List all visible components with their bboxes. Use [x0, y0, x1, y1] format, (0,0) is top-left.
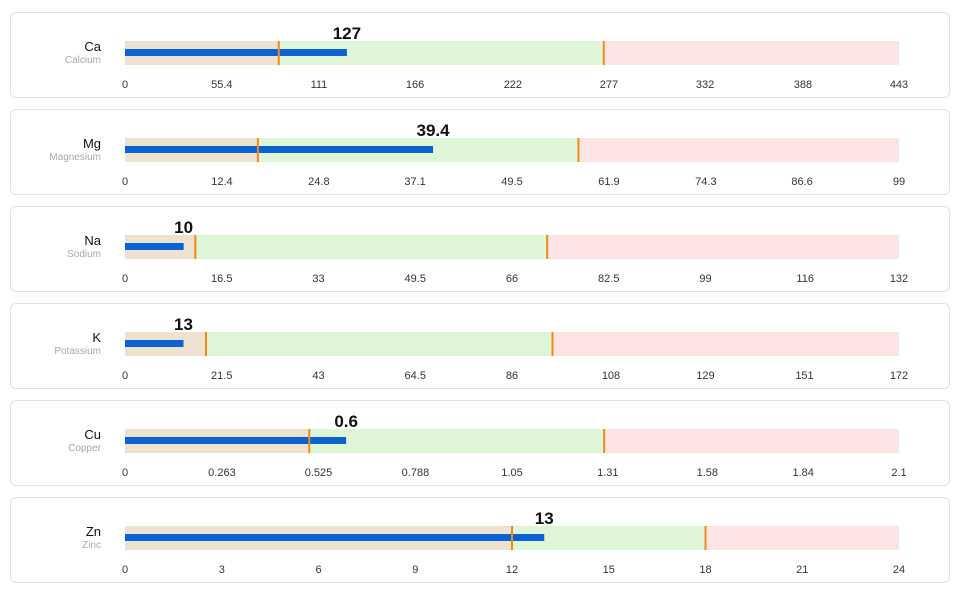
high-range-band [604, 429, 899, 453]
value-bar [125, 534, 545, 541]
element-name: Potassium [54, 346, 101, 357]
bullet-chart-potassium: 13 0 21.5 43 64.5 86 108 129 151 172 [122, 315, 908, 382]
x-tick-label: 116 [796, 273, 814, 285]
x-tick-label: 64.5 [405, 370, 426, 382]
x-tick-label: 12.4 [211, 176, 232, 188]
element-name: Magnesium [49, 152, 101, 163]
bullet-panel-zinc: Zn Zinc 13 0 3 6 9 12 15 18 21 24 [10, 497, 950, 583]
bullet-chart-copper: 0.6 0 0.263 0.525 0.788 1.05 1.31 1.58 1.84 2.1 [122, 412, 907, 479]
value-label: 39.4 [416, 121, 450, 140]
x-tick-label: 61.9 [598, 176, 619, 188]
value-bar [125, 49, 347, 56]
x-tick-label: 15 [603, 564, 615, 576]
element-name: Calcium [64, 55, 101, 66]
value-label: 127 [333, 24, 361, 43]
x-tick-label: 0.263 [208, 467, 236, 479]
value-label: 0.6 [334, 412, 358, 431]
x-tick-label: 129 [696, 370, 714, 382]
element-symbol: K [92, 330, 101, 345]
x-tick-label: 132 [890, 273, 908, 285]
x-tick-label: 332 [696, 79, 714, 91]
bullet-panel-calcium: Ca Calcium 127 0 55.4 111 166 222 277 332 388 443 [10, 12, 950, 98]
x-tick-label: 16.5 [211, 273, 232, 285]
x-tick-label: 0 [122, 79, 128, 91]
x-tick-label: 74.3 [695, 176, 716, 188]
x-tick-label: 111 [311, 79, 328, 91]
value-label: 13 [174, 315, 193, 334]
element-name: Zinc [82, 540, 101, 551]
x-tick-label: 151 [795, 370, 813, 382]
x-tick-label: 0.525 [305, 467, 333, 479]
x-tick-label: 166 [406, 79, 424, 91]
optimal-range-band [195, 235, 548, 259]
high-range-band [578, 138, 899, 162]
element-symbol: Mg [82, 136, 101, 151]
bullet-chart-zinc: 13 0 3 6 9 12 15 18 21 24 [122, 509, 905, 576]
value-bar [125, 340, 184, 347]
high-range-band [547, 235, 899, 259]
x-tick-label: 66 [506, 273, 518, 285]
x-tick-label: 86.6 [791, 176, 812, 188]
x-tick-label: 99 [699, 273, 711, 285]
bullet-panel-sodium: Na Sodium 10 0 16.5 33 49.5 66 82.5 99 116 132 [10, 206, 950, 292]
x-tick-label: 277 [600, 79, 618, 91]
x-tick-label: 2.1 [891, 467, 906, 479]
x-tick-label: 0.788 [402, 467, 430, 479]
x-tick-label: 0 [122, 467, 128, 479]
x-tick-label: 0 [122, 273, 128, 285]
x-tick-label: 0 [122, 564, 128, 576]
x-tick-label: 9 [412, 564, 418, 576]
x-tick-label: 172 [890, 370, 908, 382]
element-symbol: Zn [85, 524, 101, 539]
x-tick-label: 49.5 [501, 176, 522, 188]
x-tick-label: 0 [122, 370, 128, 382]
bullet-panel-magnesium: Mg Magnesium 39.4 0 12.4 24.8 37.1 49.5 61.9 74.3… [10, 109, 950, 195]
element-symbol: Ca [84, 39, 101, 54]
x-tick-label: 24 [893, 564, 905, 576]
x-tick-label: 1.31 [597, 467, 618, 479]
optimal-range-band [309, 429, 605, 453]
x-tick-label: 82.5 [598, 273, 619, 285]
x-tick-label: 49.5 [405, 273, 426, 285]
x-tick-label: 43 [312, 370, 324, 382]
value-label: 13 [535, 509, 554, 528]
x-tick-label: 1.58 [697, 467, 718, 479]
x-tick-label: 443 [890, 79, 908, 91]
x-tick-label: 108 [602, 370, 620, 382]
x-tick-label: 1.05 [501, 467, 522, 479]
element-symbol: Cu [84, 427, 101, 442]
bullet-panel-potassium: K Potassium 13 0 21.5 43 64.5 86 108 129 151 172 [10, 303, 950, 389]
x-tick-label: 6 [315, 564, 321, 576]
x-tick-label: 21 [796, 564, 808, 576]
bullet-chart-sodium: 10 0 16.5 33 49.5 66 82.5 99 116 132 [122, 218, 908, 285]
x-tick-label: 37.1 [404, 176, 425, 188]
x-tick-label: 99 [893, 176, 905, 188]
high-range-band [552, 332, 899, 356]
x-tick-label: 3 [219, 564, 225, 576]
value-label: 10 [174, 218, 193, 237]
x-tick-label: 12 [506, 564, 518, 576]
bullet-panel-copper: Cu Copper 0.6 0 0.263 0.525 0.788 1.05 1.31 1.58 1… [10, 400, 950, 486]
high-range-band [603, 41, 899, 65]
element-name: Sodium [67, 249, 101, 260]
x-tick-label: 388 [794, 79, 812, 91]
bullet-chart-magnesium: 39.4 0 12.4 24.8 37.1 49.5 61.9 74.3 86.6 99 [122, 121, 905, 188]
value-bar [125, 243, 184, 250]
x-tick-label: 86 [506, 370, 518, 382]
high-range-band [705, 526, 899, 550]
x-tick-label: 21.5 [211, 370, 232, 382]
value-bar [125, 437, 347, 444]
element-name: Copper [68, 443, 101, 454]
x-tick-label: 24.8 [308, 176, 329, 188]
x-tick-label: 18 [699, 564, 711, 576]
optimal-range-band [206, 332, 553, 356]
element-symbol: Na [84, 233, 101, 248]
x-tick-label: 55.4 [211, 79, 232, 91]
value-bar [125, 146, 434, 153]
x-tick-label: 33 [312, 273, 324, 285]
x-tick-label: 0 [122, 176, 128, 188]
bullet-chart-calcium: 127 0 55.4 111 166 222 277 332 388 443 [122, 24, 908, 91]
x-tick-label: 222 [504, 79, 522, 91]
x-tick-label: 1.84 [792, 467, 813, 479]
